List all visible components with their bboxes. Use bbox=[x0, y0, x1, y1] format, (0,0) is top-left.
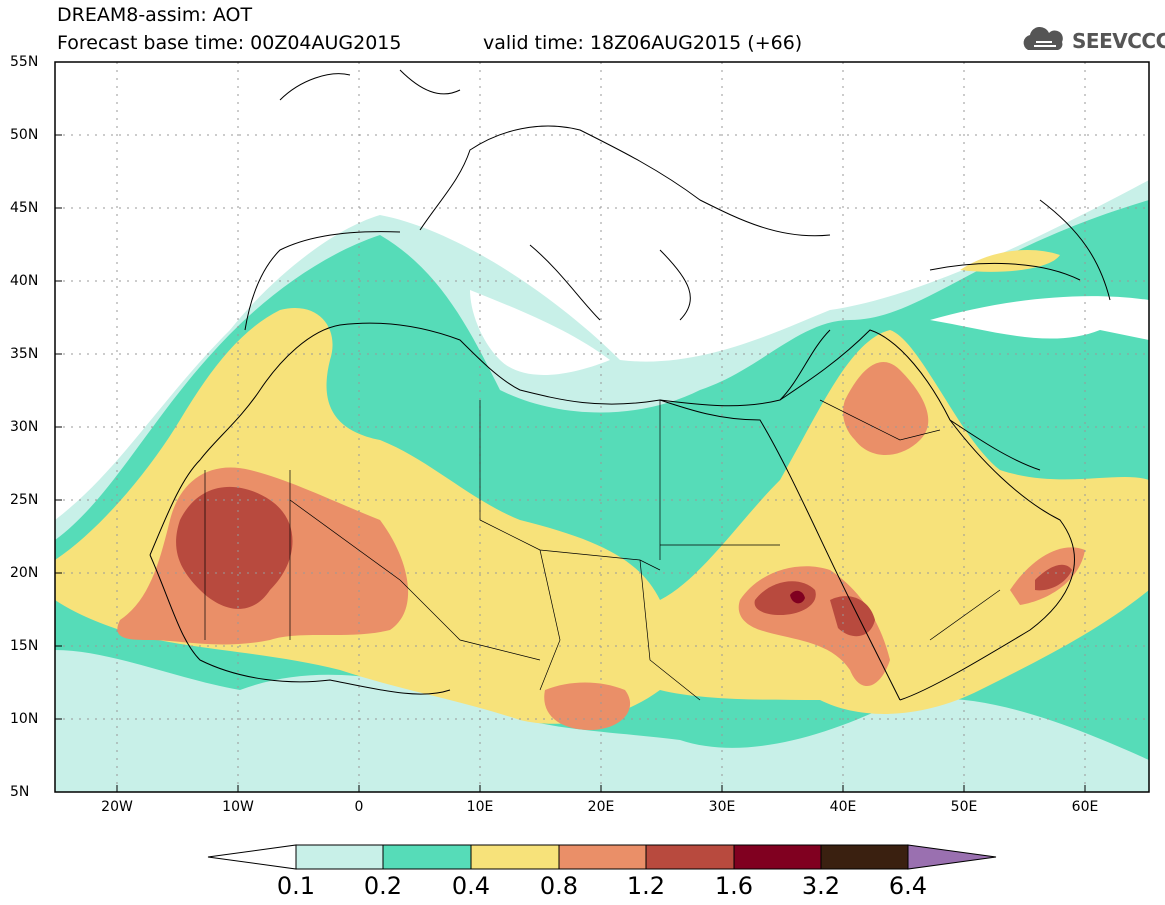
lon-label: 0 bbox=[354, 799, 364, 815]
aot-region-0.8-arabia bbox=[843, 361, 929, 455]
lat-label: 15N bbox=[10, 638, 39, 654]
lat-label: 20N bbox=[10, 565, 39, 581]
lon-label: 10E bbox=[466, 799, 494, 815]
aot-region-1.6 bbox=[790, 590, 805, 604]
lon-label: 40E bbox=[829, 799, 857, 815]
lon-label: 50E bbox=[950, 799, 978, 815]
colorbar-label: 0.2 bbox=[363, 872, 403, 900]
lat-label: 55N bbox=[10, 54, 39, 70]
lon-label: 60E bbox=[1071, 799, 1099, 815]
coastlines bbox=[149, 69, 1111, 701]
axis-ticks bbox=[55, 61, 1086, 792]
lat-label: 35N bbox=[10, 346, 39, 362]
country-borders bbox=[204, 399, 1001, 701]
colorbar-bin-1.6-3.2 bbox=[733, 844, 822, 870]
forecast-base-time: Forecast base time: 00Z04AUG2015 bbox=[57, 32, 402, 54]
aot-region-0.8-chad bbox=[544, 682, 631, 730]
colorbar-bin-1.2-1.6 bbox=[645, 844, 735, 870]
lat-label: 45N bbox=[10, 200, 39, 216]
lon-label: 30E bbox=[708, 799, 736, 815]
map-title: DREAM8-assim: AOT bbox=[57, 4, 253, 26]
colorbar-bin-3.2-6.4 bbox=[820, 844, 909, 870]
lon-label: 20W bbox=[101, 799, 133, 815]
valid-time: valid time: 18Z06AUG2015 (+66) bbox=[483, 32, 803, 54]
aot-region-1.2-oman bbox=[1035, 564, 1072, 591]
colorbar-label: 3.2 bbox=[801, 872, 841, 900]
colorbar-bin-0.1-0.2 bbox=[295, 844, 384, 870]
lat-label: 30N bbox=[10, 419, 39, 435]
graticule bbox=[55, 62, 1149, 792]
lon-label: 10W bbox=[222, 799, 254, 815]
lat-label: 50N bbox=[10, 127, 39, 143]
lon-label: 20E bbox=[587, 799, 615, 815]
colorbar-label: 6.4 bbox=[888, 872, 928, 900]
lat-label: 25N bbox=[10, 492, 39, 508]
colorbar bbox=[207, 844, 997, 870]
lat-label: 10N bbox=[10, 711, 39, 727]
colorbar-bin-0.8-1.2 bbox=[558, 844, 647, 870]
aot-region-1.2-sudan bbox=[754, 581, 816, 615]
lat-label: 40N bbox=[10, 273, 39, 289]
logo-text: SEEVCCC bbox=[1072, 29, 1165, 53]
colorbar-label: 0.4 bbox=[451, 872, 491, 900]
colorbar-bin-0.2-0.4 bbox=[382, 844, 472, 870]
colorbar-bin-0.4-0.8 bbox=[470, 844, 560, 870]
cloud-icon bbox=[1023, 26, 1063, 50]
colorbar-label: 1.2 bbox=[626, 872, 666, 900]
lat-label: 5N bbox=[10, 784, 30, 800]
colorbar-label: 1.6 bbox=[714, 872, 754, 900]
colorbar-label: 0.1 bbox=[276, 872, 316, 900]
colorbar-low-arrow bbox=[207, 844, 297, 870]
colorbar-label: 0.8 bbox=[539, 872, 579, 900]
aot-region-1.2-redsea bbox=[830, 596, 875, 637]
colorbar-high-arrow bbox=[907, 844, 997, 870]
